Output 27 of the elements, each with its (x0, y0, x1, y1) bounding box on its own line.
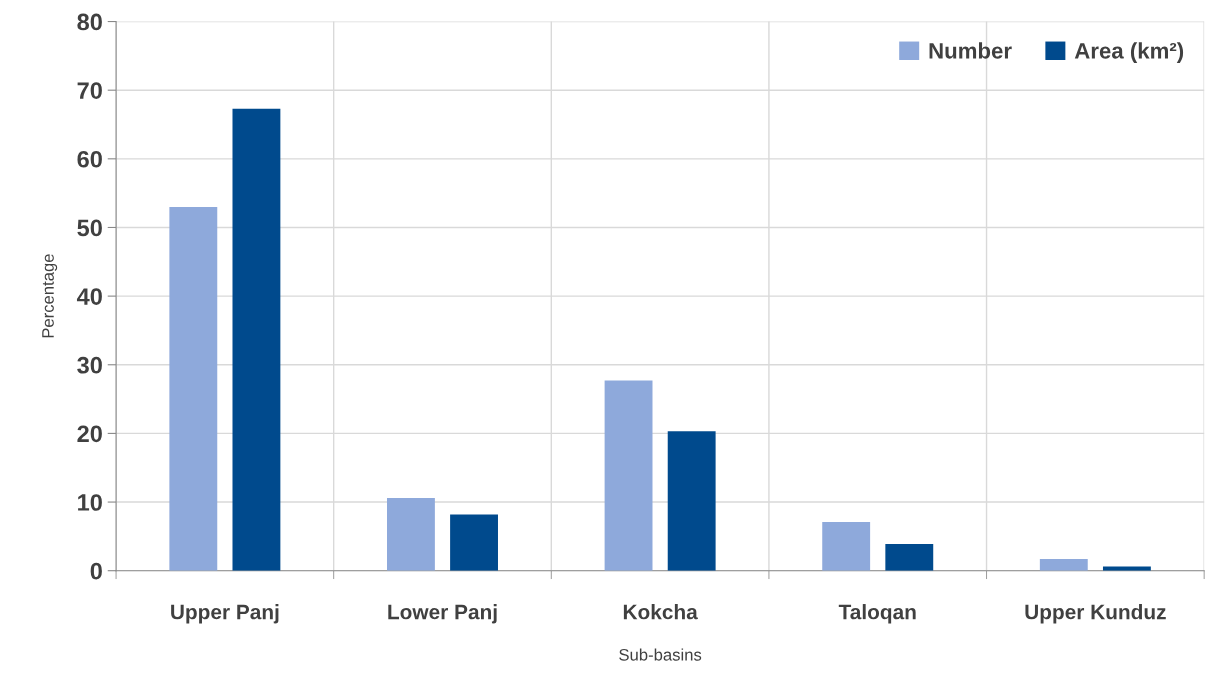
bar (667, 431, 716, 571)
y-tick-label: 80 (77, 13, 102, 31)
y-axis-title: Percentage (42, 254, 58, 338)
legend-label: Number (929, 42, 1012, 59)
bar (604, 380, 653, 571)
y-tick-label: 40 (76, 288, 102, 305)
legend-label: Area (km²) (1074, 42, 1184, 64)
x-tick-label: Lower Panj (388, 604, 497, 624)
bar (450, 514, 498, 571)
bar (387, 497, 435, 571)
bar (232, 108, 281, 571)
bar (1039, 559, 1088, 571)
bar (885, 543, 934, 571)
y-tick-label: 30 (77, 356, 102, 374)
bar (822, 521, 871, 571)
x-tick-label: Taloqan (838, 604, 916, 624)
x-axis-title: Sub-basins (619, 648, 702, 661)
x-tick-label: Upper Panj (171, 604, 279, 624)
y-tick-label: 10 (78, 494, 102, 511)
y-tick-label: 50 (77, 219, 102, 237)
y-tick-label: 60 (77, 150, 102, 168)
bar (169, 206, 218, 571)
y-tick-label: 0 (90, 562, 102, 580)
x-tick-label: Kokcha (623, 604, 698, 620)
y-tick-label: 20 (77, 425, 102, 443)
y-tick-label: 70 (77, 82, 102, 99)
x-tick-label: Upper Kunduz (1025, 604, 1166, 624)
